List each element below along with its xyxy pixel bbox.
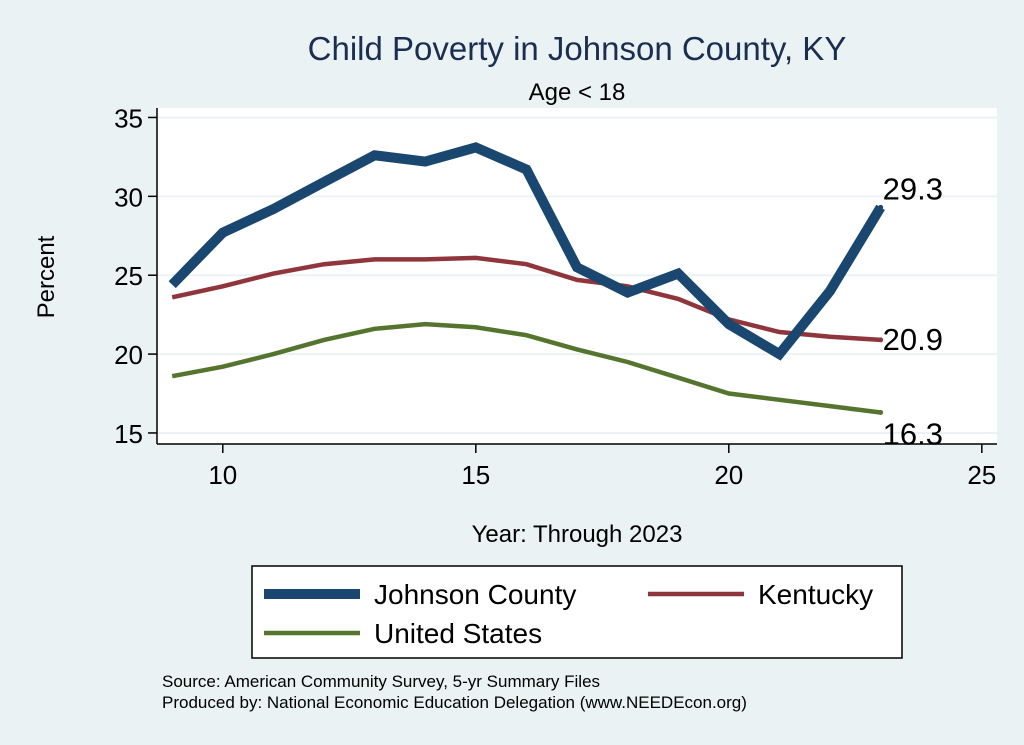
end-point-marker: [878, 409, 884, 415]
end-point-marker: [878, 337, 884, 343]
y-axis-title: Percent: [33, 235, 60, 318]
series-lines: [168, 142, 885, 415]
y-tick-label: 20: [114, 340, 143, 370]
axes: 15 20 25 30 35 10 15 20 25: [114, 103, 997, 490]
y-tick-label: 35: [114, 103, 143, 133]
series-line-kentucky: [171, 255, 881, 343]
chart-title: Child Poverty in Johnson County, KY: [308, 30, 847, 67]
y-tick-label: 30: [114, 182, 143, 212]
x-tick-label: 10: [208, 460, 237, 490]
series-line-united-states: [171, 321, 881, 415]
legend-box: [251, 565, 903, 659]
x-tick-label: 20: [714, 460, 743, 490]
end-point-marker: [878, 204, 884, 210]
producer-note: Produced by: National Economic Education…: [162, 693, 747, 712]
chart-subtitle: Age < 18: [529, 79, 626, 106]
legend-label-kentucky: Kentucky: [758, 579, 873, 610]
legend: Johnson County Kentucky United States: [264, 579, 873, 649]
legend-label-united-states: United States: [374, 618, 542, 649]
y-tick-label: 15: [114, 419, 143, 449]
end-labels: 29.3 20.9 16.3: [878, 171, 943, 451]
x-tick-label: 15: [461, 460, 490, 490]
y-tick-label: 25: [114, 261, 143, 291]
x-tick-label: 25: [967, 460, 996, 490]
x-axis-title: Year: Through 2023: [472, 521, 683, 548]
source-note: Source: American Community Survey, 5-yr …: [162, 672, 600, 691]
end-value-label: 29.3: [883, 171, 943, 206]
legend-label-johnson-county: Johnson County: [374, 579, 576, 610]
end-value-label: 20.9: [883, 322, 943, 357]
end-value-label: 16.3: [883, 416, 943, 451]
series-line-johnson-county: [168, 142, 885, 361]
